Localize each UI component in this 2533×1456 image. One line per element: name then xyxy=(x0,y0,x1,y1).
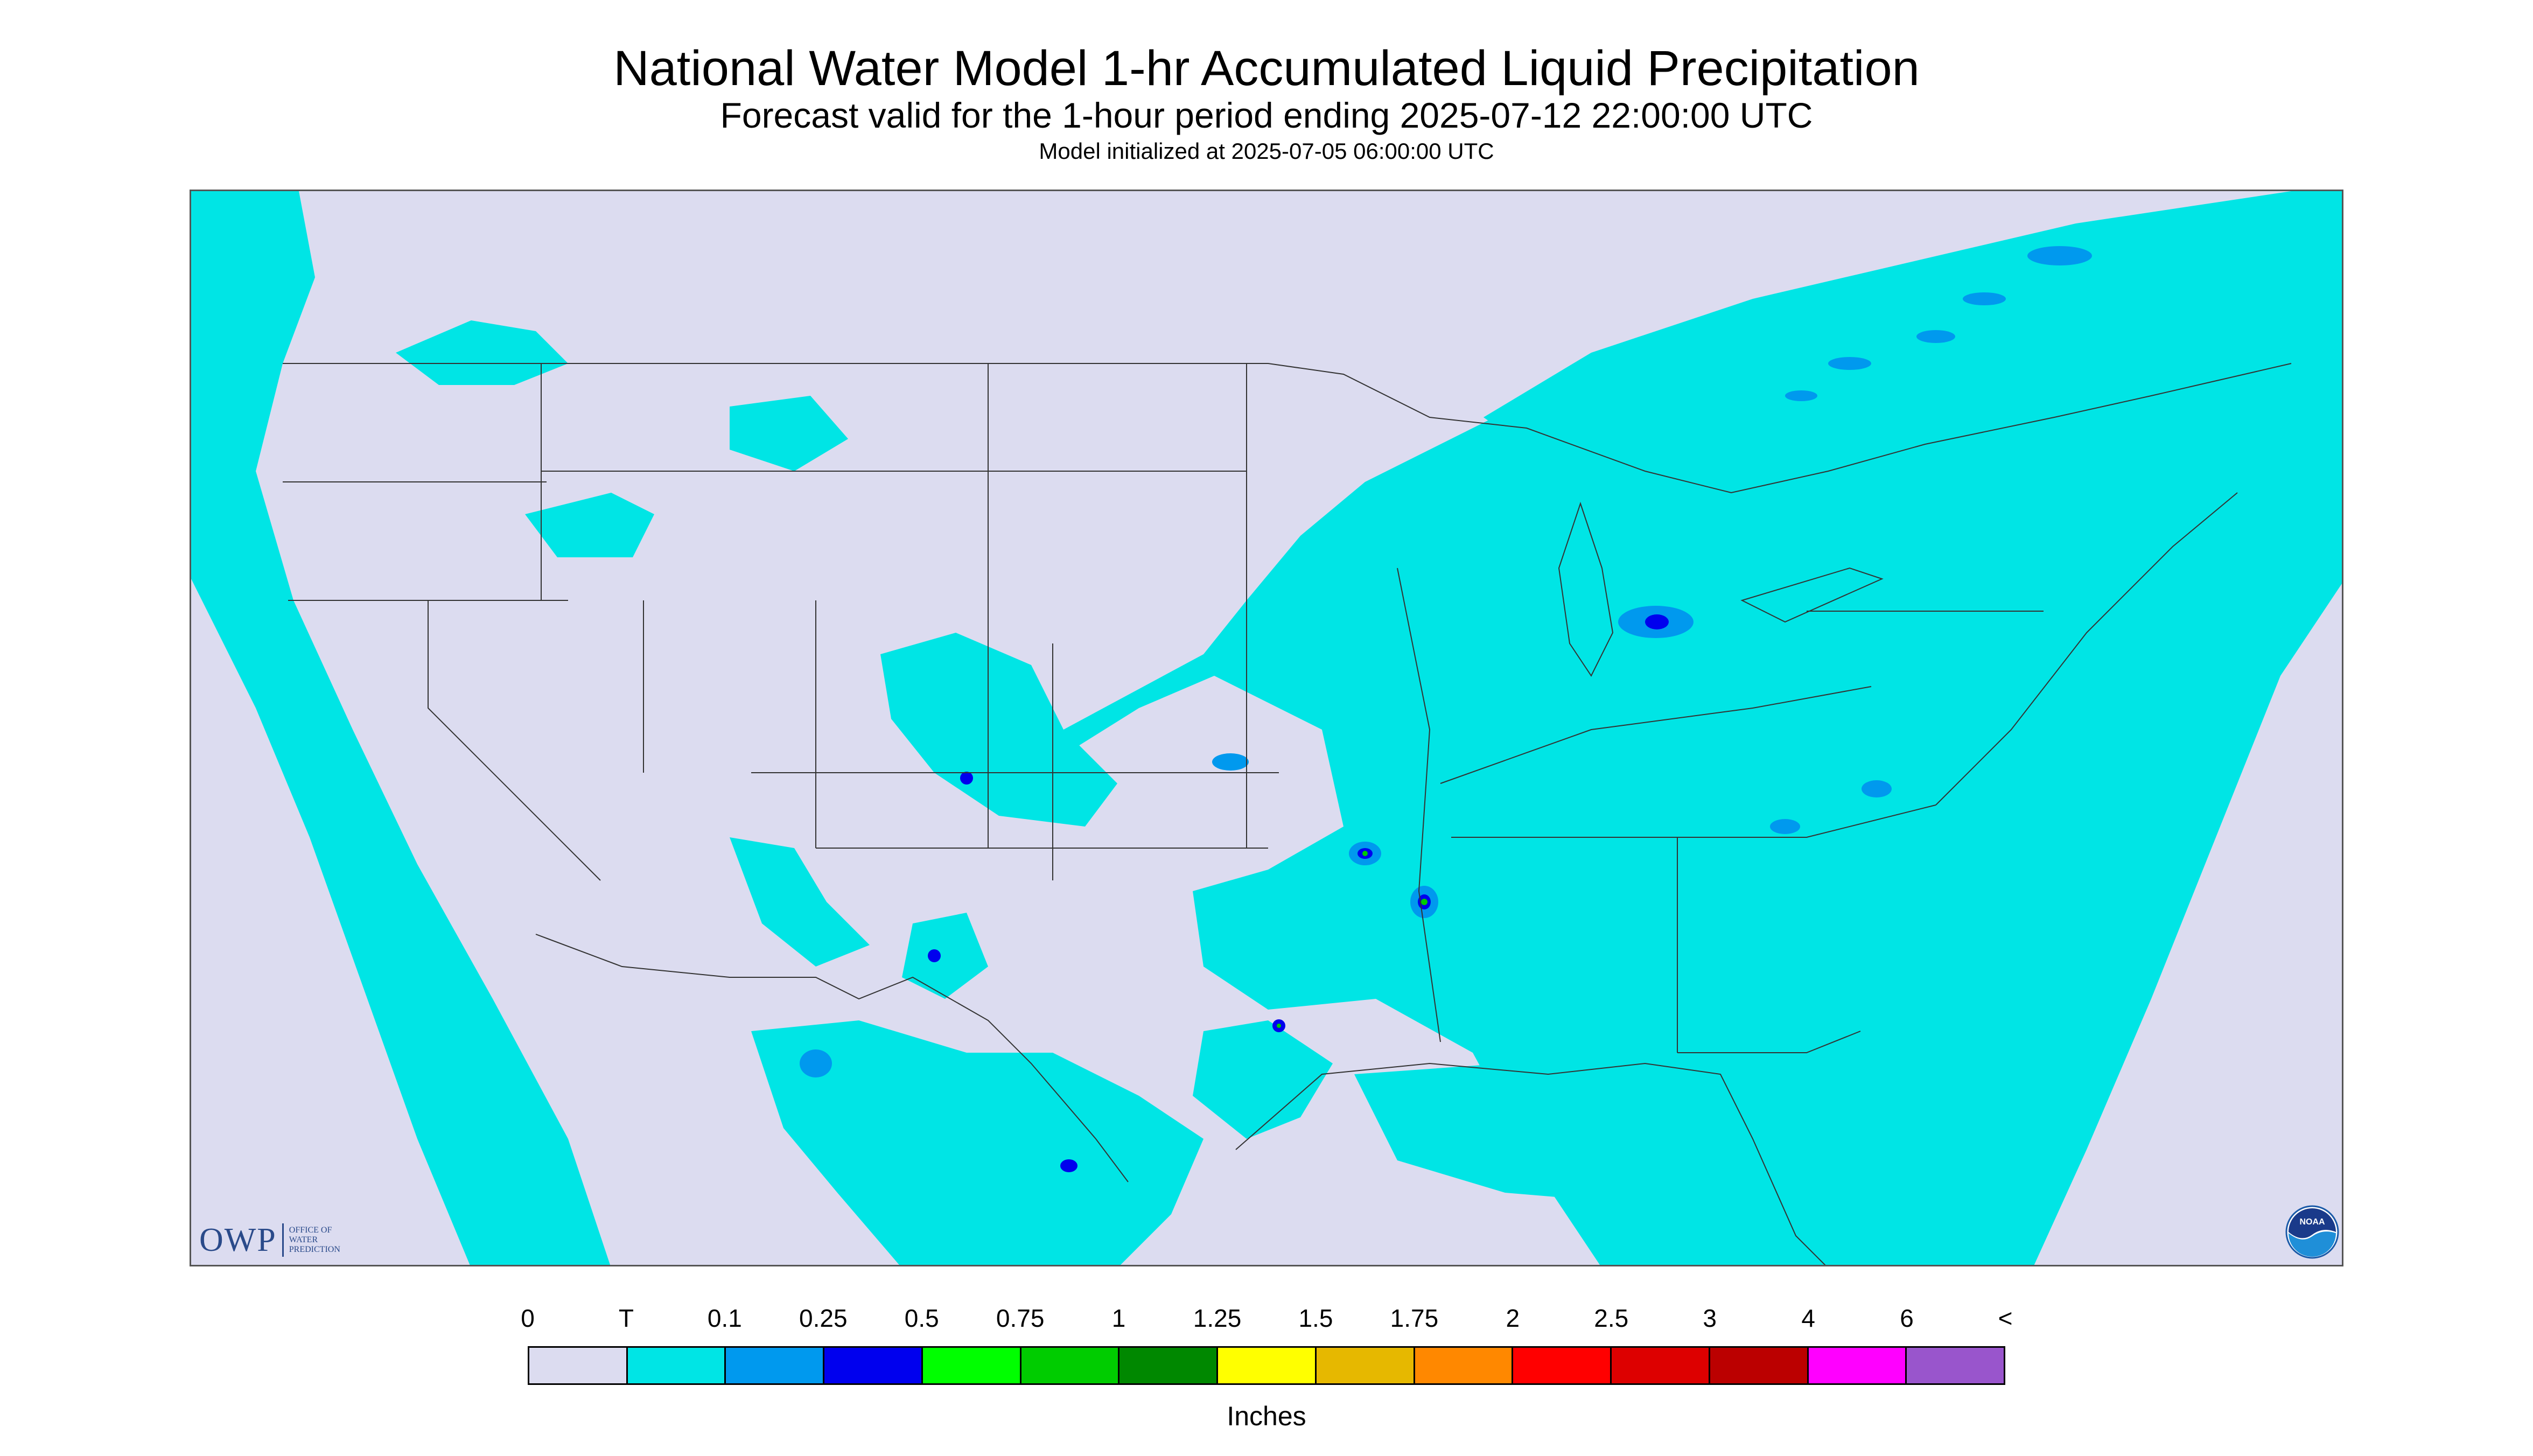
precip-area-pacific-west xyxy=(191,191,610,1265)
precip-area-colorado xyxy=(880,633,1117,827)
legend-tick-label: 0.25 xyxy=(799,1304,848,1332)
precip-area-new-mexico xyxy=(730,837,870,967)
legend-swatch xyxy=(1021,1348,1120,1383)
map-subtitle: Forecast valid for the 1-hour period end… xyxy=(720,95,1813,135)
legend-tick-label: 6 xyxy=(1900,1304,1914,1332)
legend-tick-label: T xyxy=(618,1304,634,1332)
legend-tick-label: 4 xyxy=(1801,1304,1815,1332)
precip-area-mexico xyxy=(751,1020,1203,1265)
precip-cell-sonora xyxy=(800,1049,832,1077)
legend-units-label: Inches xyxy=(1227,1401,1306,1431)
precip-cell-nc xyxy=(1770,819,1800,834)
precip-area-nm-east xyxy=(902,913,988,999)
legend-swatch xyxy=(1710,1348,1809,1383)
legend-tick-label: 1 xyxy=(1111,1304,1126,1332)
precip-area-idaho xyxy=(525,493,654,557)
map-canvas xyxy=(191,191,2342,1265)
state-line-east-coast xyxy=(1935,492,2238,806)
legend-swatch xyxy=(627,1348,726,1383)
boundary-layer xyxy=(283,363,2292,1265)
precip-cell-ms-peak xyxy=(1421,899,1428,905)
state-line-ohio-river xyxy=(1440,686,1872,784)
precip-area-gulf-coast xyxy=(1354,1063,1677,1203)
legend-swatch xyxy=(1513,1348,1612,1383)
precip-cell-ontario xyxy=(1785,390,1817,401)
precip-area-canada xyxy=(1484,191,2342,493)
state-line-ca-nv xyxy=(428,600,601,881)
precip-area-pacific-nw xyxy=(396,320,568,385)
gulf-coastline xyxy=(1235,1062,1826,1265)
legend-swatch xyxy=(1316,1348,1415,1383)
precip-area-texas-gulf xyxy=(1193,1020,1333,1139)
lake-michigan-outline xyxy=(1558,501,1614,677)
owp-logo-line-2: WATER xyxy=(289,1235,318,1244)
legend-swatch xyxy=(1907,1348,2004,1383)
noaa-logo-text: NOAA xyxy=(2299,1217,2325,1227)
us-canada-border xyxy=(283,363,2292,494)
owp-logo-text: OFFICE OF WATER PREDICTION xyxy=(289,1226,340,1255)
precip-cell-quebec-3 xyxy=(1916,330,1955,343)
precip-cell-quebec-1 xyxy=(2027,246,2092,265)
legend-swatch xyxy=(726,1348,825,1383)
precip-area-east-main xyxy=(1053,192,2342,1265)
precip-cell-colorado-core xyxy=(960,772,973,785)
legend-swatch xyxy=(1612,1348,1710,1383)
precip-cell-kansas xyxy=(1212,753,1249,771)
owp-logo: OWP OFFICE OF WATER PREDICTION xyxy=(199,1221,340,1259)
noaa-logo-top xyxy=(2289,1208,2336,1238)
us-mexico-border xyxy=(535,934,1129,1182)
noaa-logo-bottom xyxy=(2289,1231,2336,1257)
legend-labels: 0 T 0.1 0.25 0.5 0.75 1 1.25 1.5 1.75 2 2.5 3 4 6 < xyxy=(521,1302,2012,1334)
legend-swatch xyxy=(1119,1348,1219,1383)
map-title: National Water Model 1-hr Accumulated Li… xyxy=(613,41,1920,96)
legend-tick-label: 0.5 xyxy=(904,1304,939,1332)
precip-cell-texas-peak xyxy=(1277,1024,1281,1028)
precip-cell-quebec-2 xyxy=(1963,292,2006,305)
precip-cell-quebec-4 xyxy=(1828,357,1871,370)
owp-logo-line-1: OFFICE OF xyxy=(289,1226,332,1235)
legend-tick-label: 0 xyxy=(521,1304,535,1332)
legend-tick-label: 0.1 xyxy=(707,1304,742,1332)
state-line-tn-nc xyxy=(1451,804,1936,838)
precip-cell-michigan-core xyxy=(1645,614,1669,629)
legend-tick-label: 1.5 xyxy=(1298,1304,1333,1332)
legend-swatch xyxy=(824,1348,923,1383)
model-init-time: Model initialized at 2025-07-05 06:00:00… xyxy=(1039,138,1494,164)
precip-area-montana xyxy=(730,396,848,471)
owp-logo-mark: OWP xyxy=(199,1221,277,1258)
legend-tick-label: 3 xyxy=(1703,1304,1717,1332)
legend-swatch xyxy=(1218,1348,1317,1383)
legend-tick-label: 0.75 xyxy=(996,1304,1045,1332)
precip-cell-mexico-core xyxy=(1060,1159,1077,1172)
precip-heavy-layer xyxy=(1277,851,1428,1028)
precip-cell-arkansas-peak xyxy=(1362,851,1368,856)
precipitation-map xyxy=(190,190,2343,1266)
legend-tick-label: 2 xyxy=(1506,1304,1520,1332)
legend-swatch xyxy=(1415,1348,1514,1383)
owp-logo-line-3: PREDICTION xyxy=(289,1245,340,1254)
legend-color-bar xyxy=(528,1346,2005,1385)
legend-tick-label: 1.75 xyxy=(1390,1304,1439,1332)
legend-tick-label: 1.25 xyxy=(1193,1304,1242,1332)
precip-trace-layer xyxy=(191,191,2342,1265)
noaa-logo: NOAA xyxy=(2285,1205,2339,1259)
lake-erie-outline xyxy=(1740,567,1884,623)
state-line-mississippi xyxy=(1397,568,1441,1042)
legend-swatch xyxy=(529,1348,628,1383)
precip-cell-nm-core xyxy=(928,949,941,962)
legend-tick-label: 2.5 xyxy=(1594,1304,1629,1332)
precip-light-layer xyxy=(800,246,2092,1077)
legend-tick-label: < xyxy=(1998,1304,2013,1332)
state-line-ga-fl xyxy=(1677,1031,1861,1053)
legend-swatch xyxy=(1808,1348,1907,1383)
legend-swatch xyxy=(922,1348,1021,1383)
precip-cell-virginia xyxy=(1862,780,1892,797)
owp-logo-divider xyxy=(282,1223,284,1257)
